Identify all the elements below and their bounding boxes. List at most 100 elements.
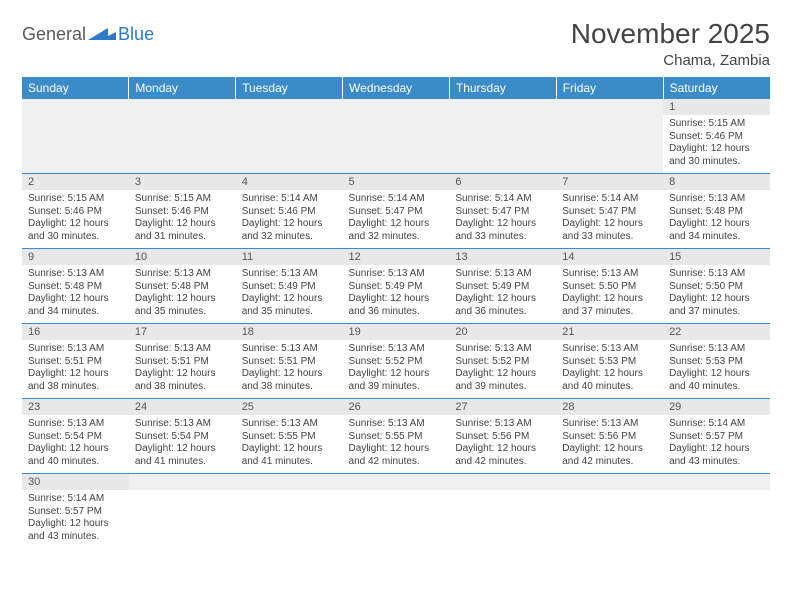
- day-number: 13: [449, 249, 556, 266]
- day-number: 9: [22, 249, 129, 266]
- daylight-2: and 39 minutes.: [455, 381, 550, 394]
- daylight-1: Daylight: 12 hours: [669, 293, 764, 306]
- sunrise: Sunrise: 5:14 AM: [669, 418, 764, 431]
- sunrise: Sunrise: 5:14 AM: [349, 193, 444, 206]
- sunset: Sunset: 5:47 PM: [455, 206, 550, 219]
- day-number: 27: [449, 399, 556, 416]
- day-cell: Sunrise: 5:14 AMSunset: 5:57 PMDaylight:…: [22, 490, 129, 548]
- detail-row: Sunrise: 5:14 AMSunset: 5:57 PMDaylight:…: [22, 490, 770, 548]
- daylight-1: Daylight: 12 hours: [349, 368, 444, 381]
- day-number: 25: [236, 399, 343, 416]
- sunset: Sunset: 5:49 PM: [242, 281, 337, 294]
- weekday-header-row: SundayMondayTuesdayWednesdayThursdayFrid…: [22, 77, 770, 99]
- daylight-1: Daylight: 12 hours: [135, 443, 230, 456]
- day-number: 20: [449, 324, 556, 341]
- daylight-1: Daylight: 12 hours: [28, 293, 123, 306]
- day-number: 17: [129, 324, 236, 341]
- sunset: Sunset: 5:53 PM: [562, 356, 657, 369]
- daylight-2: and 42 minutes.: [349, 456, 444, 469]
- empty-cell: [236, 490, 343, 548]
- calendar-body: 1 Sunrise: 5:15 AMSunset: 5:46 PMDayligh…: [22, 99, 770, 548]
- sunrise: Sunrise: 5:13 AM: [455, 418, 550, 431]
- day-cell: Sunrise: 5:13 AMSunset: 5:56 PMDaylight:…: [449, 415, 556, 474]
- day-number: 11: [236, 249, 343, 266]
- daynum-row: 9101112131415: [22, 249, 770, 266]
- day-cell: Sunrise: 5:13 AMSunset: 5:55 PMDaylight:…: [343, 415, 450, 474]
- day-cell: Sunrise: 5:15 AMSunset: 5:46 PMDaylight:…: [129, 190, 236, 249]
- sunrise: Sunrise: 5:13 AM: [562, 268, 657, 281]
- sunset: Sunset: 5:51 PM: [242, 356, 337, 369]
- location: Chama, Zambia: [571, 52, 770, 69]
- daylight-2: and 30 minutes.: [28, 231, 123, 244]
- day-number: 5: [343, 174, 450, 191]
- daylight-1: Daylight: 12 hours: [242, 443, 337, 456]
- daylight-1: Daylight: 12 hours: [135, 293, 230, 306]
- daylight-2: and 38 minutes.: [242, 381, 337, 394]
- daylight-2: and 40 minutes.: [28, 456, 123, 469]
- day-number: [236, 99, 343, 115]
- detail-row: Sunrise: 5:15 AMSunset: 5:46 PMDaylight:…: [22, 190, 770, 249]
- daylight-2: and 40 minutes.: [669, 381, 764, 394]
- day-number: 29: [663, 399, 770, 416]
- sunset: Sunset: 5:52 PM: [455, 356, 550, 369]
- weekday-header: Saturday: [663, 77, 770, 99]
- day-cell: Sunrise: 5:13 AMSunset: 5:50 PMDaylight:…: [556, 265, 663, 324]
- day-number: [343, 99, 450, 115]
- daylight-2: and 41 minutes.: [135, 456, 230, 469]
- day-cell: Sunrise: 5:13 AMSunset: 5:50 PMDaylight:…: [663, 265, 770, 324]
- weekday-header: Monday: [129, 77, 236, 99]
- daylight-1: Daylight: 12 hours: [349, 293, 444, 306]
- day-cell: Sunrise: 5:13 AMSunset: 5:54 PMDaylight:…: [129, 415, 236, 474]
- day-cell: Sunrise: 5:14 AMSunset: 5:46 PMDaylight:…: [236, 190, 343, 249]
- sunrise: Sunrise: 5:15 AM: [669, 118, 764, 131]
- day-number: [556, 99, 663, 115]
- daylight-2: and 32 minutes.: [242, 231, 337, 244]
- day-cell: Sunrise: 5:13 AMSunset: 5:49 PMDaylight:…: [343, 265, 450, 324]
- daylight-2: and 36 minutes.: [455, 306, 550, 319]
- empty-cell: [449, 490, 556, 548]
- daynum-row: 23242526272829: [22, 399, 770, 416]
- sunset: Sunset: 5:55 PM: [242, 431, 337, 444]
- day-number: 16: [22, 324, 129, 341]
- empty-cell: [343, 490, 450, 548]
- daylight-1: Daylight: 12 hours: [135, 368, 230, 381]
- sunrise: Sunrise: 5:13 AM: [135, 268, 230, 281]
- day-number: [22, 99, 129, 115]
- calendar-table: SundayMondayTuesdayWednesdayThursdayFrid…: [22, 77, 770, 548]
- day-number: 4: [236, 174, 343, 191]
- daylight-2: and 35 minutes.: [135, 306, 230, 319]
- day-number: [129, 99, 236, 115]
- sunrise: Sunrise: 5:14 AM: [455, 193, 550, 206]
- sunset: Sunset: 5:49 PM: [349, 281, 444, 294]
- detail-row: Sunrise: 5:15 AMSunset: 5:46 PMDaylight:…: [22, 115, 770, 174]
- brand-text-1: General: [22, 24, 86, 45]
- daylight-1: Daylight: 12 hours: [669, 368, 764, 381]
- daynum-row: 16171819202122: [22, 324, 770, 341]
- day-cell: Sunrise: 5:13 AMSunset: 5:48 PMDaylight:…: [663, 190, 770, 249]
- sunrise: Sunrise: 5:13 AM: [28, 343, 123, 356]
- day-number: 2: [22, 174, 129, 191]
- day-number: [343, 474, 450, 491]
- day-cell: Sunrise: 5:13 AMSunset: 5:51 PMDaylight:…: [22, 340, 129, 399]
- sunset: Sunset: 5:54 PM: [135, 431, 230, 444]
- day-number: 22: [663, 324, 770, 341]
- empty-cell: [449, 115, 556, 174]
- daylight-1: Daylight: 12 hours: [242, 368, 337, 381]
- day-number: 3: [129, 174, 236, 191]
- empty-cell: [556, 490, 663, 548]
- daylight-2: and 34 minutes.: [28, 306, 123, 319]
- brand-text-2: Blue: [118, 24, 154, 45]
- sunrise: Sunrise: 5:13 AM: [135, 343, 230, 356]
- day-number: 30: [22, 474, 129, 491]
- weekday-header: Sunday: [22, 77, 129, 99]
- daylight-2: and 43 minutes.: [28, 531, 123, 544]
- empty-cell: [236, 115, 343, 174]
- day-number: 23: [22, 399, 129, 416]
- sunrise: Sunrise: 5:13 AM: [28, 418, 123, 431]
- sunset: Sunset: 5:46 PM: [669, 131, 764, 144]
- sunrise: Sunrise: 5:14 AM: [242, 193, 337, 206]
- day-cell: Sunrise: 5:13 AMSunset: 5:49 PMDaylight:…: [449, 265, 556, 324]
- day-number: 1: [663, 99, 770, 115]
- day-number: [449, 474, 556, 491]
- sunrise: Sunrise: 5:13 AM: [135, 418, 230, 431]
